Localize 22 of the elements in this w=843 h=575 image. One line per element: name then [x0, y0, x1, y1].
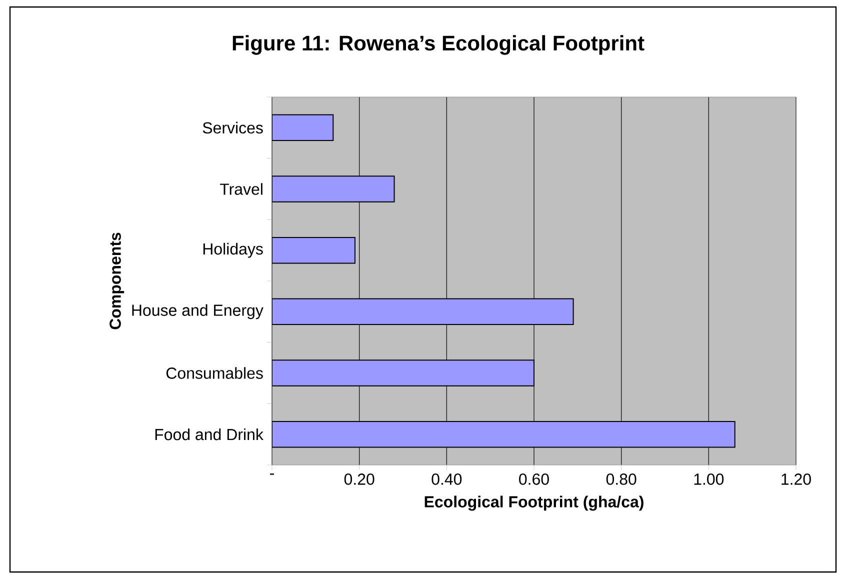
y-tick-label: Travel	[220, 183, 262, 195]
y-tick-label: House and Energy	[132, 304, 264, 320]
x-tick-label: 0.80	[606, 474, 636, 485]
bar	[272, 114, 334, 142]
x-tick-label: -	[270, 474, 274, 475]
y-tick-label: Consumables	[166, 367, 263, 379]
x-tick-label: 1.20	[782, 474, 811, 485]
bar	[272, 360, 534, 386]
bar	[272, 236, 356, 264]
x-tick-label: 1.00	[694, 474, 724, 485]
x-tick-label: 0.40	[432, 474, 462, 485]
y-tick-label: Services	[202, 122, 263, 134]
x-tick-label: 0.60	[519, 474, 549, 485]
chart-title: Figure 11: Rowena’s Ecological Footprint	[232, 35, 644, 55]
bar	[272, 298, 574, 326]
y-axis-title: Components	[110, 232, 124, 330]
x-tick-label: 0.20	[344, 474, 374, 485]
bar	[272, 420, 736, 448]
y-tick-label: Food and Drink	[155, 428, 264, 440]
bar	[272, 176, 395, 202]
y-tick-label: Holidays	[203, 242, 263, 258]
x-axis-title: Ecological Footprint (gha/ca)	[424, 496, 644, 511]
